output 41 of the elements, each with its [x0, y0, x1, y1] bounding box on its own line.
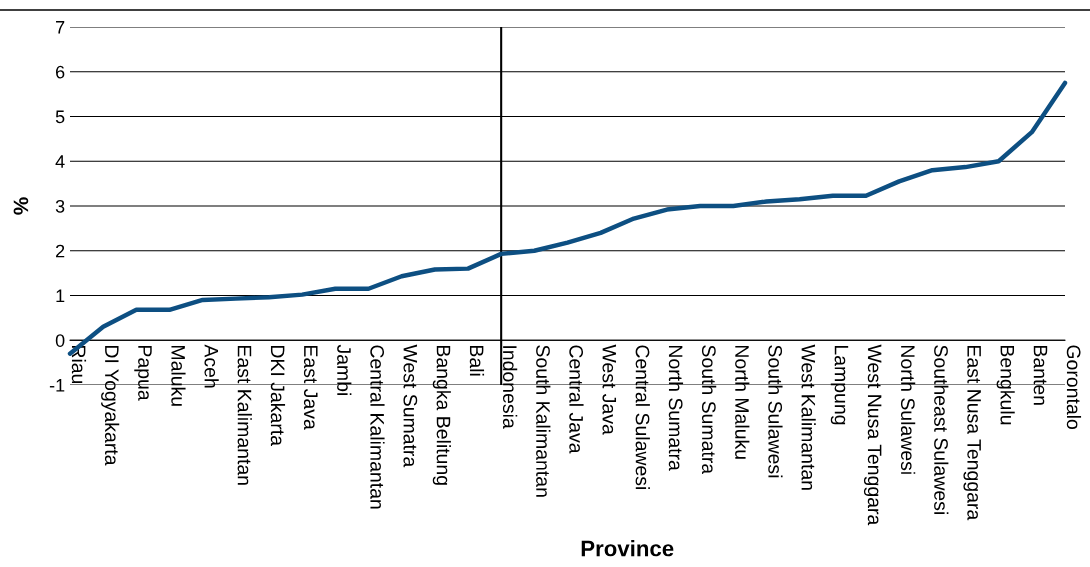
x-tick-label: East Kalimantan: [237, 346, 252, 485]
x-tick-label: Banten: [1033, 346, 1048, 405]
x-tick-label: Central Java: [569, 345, 584, 454]
x-tick-label: Lampung: [830, 346, 849, 425]
x-tick-label: Jambi: [337, 344, 352, 395]
y-tick-label: 2: [56, 244, 65, 258]
x-tick-label: Southeast Sulawesi: [934, 345, 949, 514]
y-tick-label: 0: [55, 334, 65, 347]
x-tick-label: South Kalimantan: [536, 345, 551, 497]
x-tick-label: South Sumatra: [701, 345, 717, 475]
x-tick-label: West Nusa Tenggara: [863, 344, 882, 526]
x-tick-label: DI Yogyakarta: [101, 346, 120, 466]
y-axis-title: %: [13, 197, 29, 215]
x-tick-label: Bali: [469, 346, 485, 376]
x-tick-label: Central Kalimantan: [370, 345, 385, 509]
x-tick-label: Gorontalo: [1066, 345, 1082, 429]
y-tick-label: 7: [56, 21, 65, 34]
x-tick-label: Papua: [134, 346, 152, 401]
y-tick-label: 6: [56, 65, 65, 79]
x-tick-label: Bangka Belitung: [432, 346, 451, 485]
x-tick-label: DKI Jakarta: [270, 346, 286, 446]
y-tick-label: -1: [49, 379, 65, 392]
x-tick-label: East Nusa Tenggara: [963, 346, 981, 521]
x-tick-label: West Kalimantan: [801, 344, 816, 490]
x-tick-label: Maluku: [171, 346, 186, 406]
x-tick-label: Indonesia: [502, 346, 518, 429]
y-tick-label: 5: [55, 110, 65, 124]
x-tick-label: Aceh: [204, 344, 219, 388]
x-tick-label: Central Sulawesi: [635, 345, 650, 490]
y-tick-label: 4: [55, 155, 65, 168]
x-tick-label: North Maluku: [735, 346, 750, 459]
x-axis-title: Province: [581, 540, 674, 557]
x-tick-label: North Sumatra: [668, 346, 684, 471]
x-tick-label: South Sulawesi: [768, 345, 783, 478]
x-tick-label: East Java: [303, 346, 318, 430]
x-tick-label: Bengkulu: [996, 346, 1015, 425]
y-tick-label: 1: [56, 289, 65, 303]
x-tick-label: West Sumatra: [403, 344, 418, 468]
x-tick-label: West Java: [602, 344, 617, 435]
x-tick-label: North Sulawesi: [900, 346, 916, 474]
y-tick-label: 3: [55, 199, 65, 213]
